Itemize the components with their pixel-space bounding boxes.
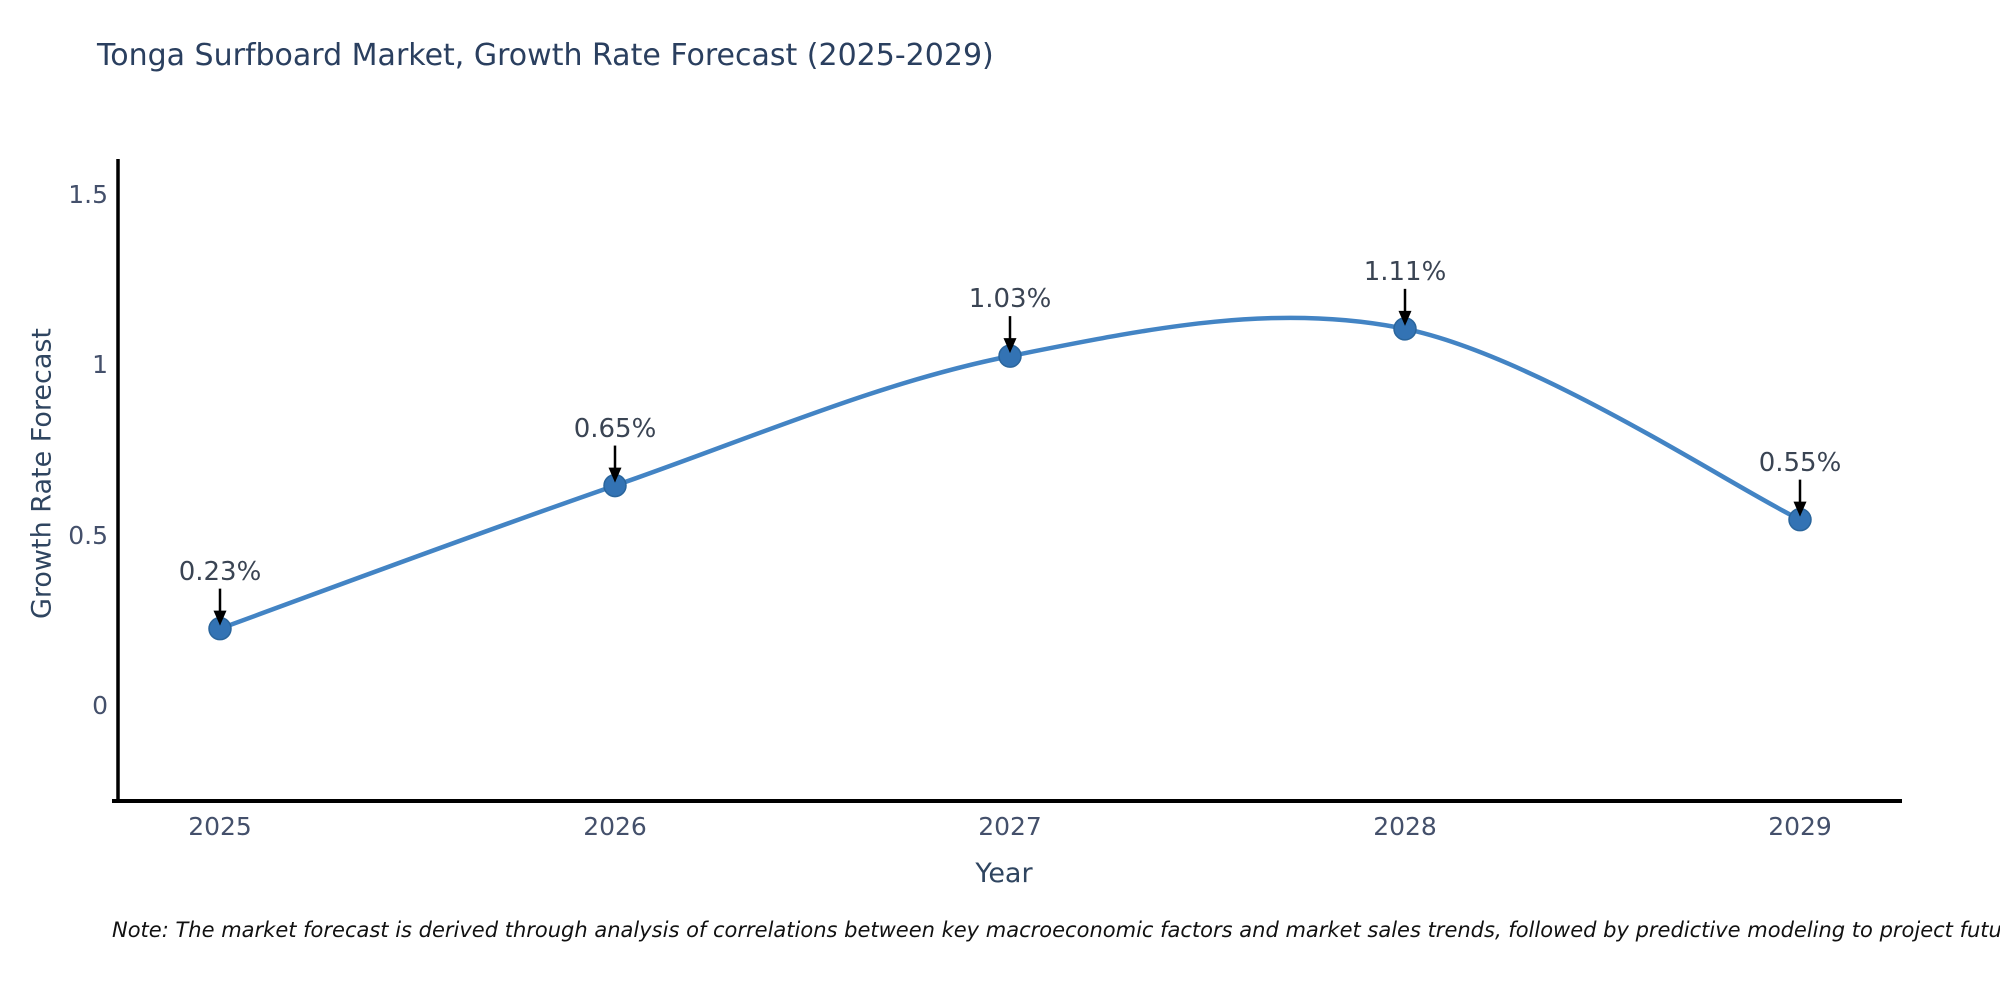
y-tick-label: 1 bbox=[92, 350, 108, 380]
annotation-arrow-head bbox=[1398, 310, 1412, 326]
footnote: Note: The market forecast is derived thr… bbox=[112, 918, 2000, 942]
point-annotation: 1.03% bbox=[968, 284, 1052, 315]
annotation-arrow-head bbox=[608, 467, 622, 483]
y-tick-label: 0 bbox=[92, 691, 108, 720]
y-tick-label: 1.5 bbox=[68, 179, 108, 209]
point-annotation: 0.55% bbox=[1758, 447, 1842, 478]
point-annotation: 0.23% bbox=[178, 556, 262, 587]
point-annotation: 0.65% bbox=[573, 413, 657, 444]
x-tick-label: 2025 bbox=[188, 812, 252, 841]
x-tick-label: 2029 bbox=[1768, 812, 1832, 841]
chart-title: Tonga Surfboard Market, Growth Rate Fore… bbox=[97, 38, 994, 73]
x-tick-label: 2026 bbox=[583, 812, 647, 841]
x-tick-label: 2028 bbox=[1373, 812, 1437, 841]
y-tick-label: 0.5 bbox=[68, 520, 108, 550]
annotation-arrow-head bbox=[1003, 338, 1017, 354]
annotation-arrow-head bbox=[1793, 501, 1807, 517]
annotation-arrow-head bbox=[213, 610, 227, 626]
x-axis-title: Year bbox=[975, 858, 1033, 889]
x-tick-label: 2027 bbox=[978, 812, 1042, 841]
point-annotation: 1.11% bbox=[1363, 256, 1447, 287]
